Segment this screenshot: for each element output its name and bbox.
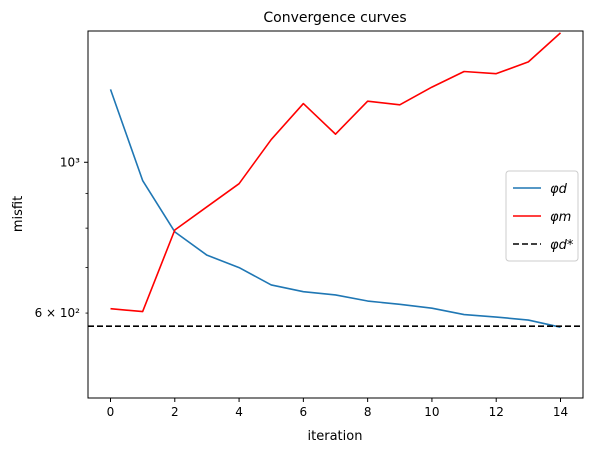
legend-entry: φd [550,182,568,197]
y-tick-label: 10³ [60,155,80,169]
x-tick-label: 6 [300,405,308,419]
x-axis-label: iteration [308,429,363,444]
series-layer [88,32,583,328]
x-tick-label: 8 [364,405,372,419]
series-line-1 [109,89,561,328]
legend-entry: φm [550,210,571,225]
y-axis-label: misfit [11,196,26,232]
x-tick-label: 2 [171,405,179,419]
series-line-2 [110,32,562,313]
plot-area [87,30,584,399]
legend-box [505,170,579,262]
x-tick-label: 0 [107,405,115,419]
y-axis: 10³ 6 × 10² [35,155,88,320]
x-tick-label: 4 [235,405,243,419]
x-tick-label: 14 [553,405,568,419]
x-tick-label: 12 [489,405,504,419]
x-tick-label: 10 [424,405,439,419]
chart-title: Convergence curves [263,10,406,26]
x-axis: 0 2 4 6 8 10 12 14 [107,398,568,419]
legend-entry: φd* [550,238,574,253]
legend: φd φm φd* [505,170,579,262]
plot-frame [87,30,584,399]
y-tick-label: 6 × 10² [35,306,81,320]
